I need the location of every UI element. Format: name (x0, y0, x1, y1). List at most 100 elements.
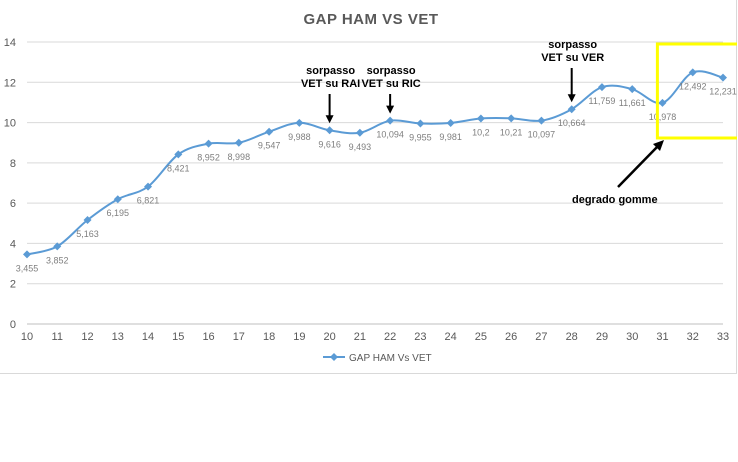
x-tick-label: 33 (717, 331, 729, 343)
annotation-degrado-gomme: degrado gomme (572, 194, 658, 206)
x-tick-label: 14 (142, 331, 154, 343)
data-label: 9,547 (258, 141, 281, 151)
data-label: 10,097 (528, 130, 556, 140)
data-label: 8,952 (197, 153, 220, 163)
legend-marker-swatch (330, 353, 338, 361)
x-tick-label: 31 (656, 331, 668, 343)
x-axis-ticks: 10 11 12 13 14 15 16 17 18 19 20 21 22 23 24 25 26 27 28 29… (21, 331, 729, 343)
data-point-marker (234, 138, 243, 147)
data-label: 10,094 (376, 130, 404, 140)
y-tick-label: 8 (10, 158, 16, 170)
legend: GAP HAM Vs VET (323, 353, 432, 364)
y-axis-ticks: 0 2 4 6 8 10 12 14 (4, 37, 16, 331)
data-point-marker (325, 126, 334, 135)
annotation-arrow-head (386, 105, 395, 114)
data-point-marker (597, 83, 606, 92)
y-tick-label: 2 (10, 279, 16, 291)
x-tick-label: 22 (384, 331, 396, 343)
annotation-label: sorpasso VET su RAI (301, 65, 360, 90)
data-point-marker (174, 150, 183, 159)
x-tick-label: 21 (354, 331, 366, 343)
data-point-marker (446, 118, 455, 127)
x-tick-label: 20 (323, 331, 335, 343)
annotation-line: VET su RIC (361, 78, 420, 90)
data-label: 11,661 (619, 98, 646, 108)
data-labels: 3,455 3,852 5,163 6,195 6,821 8,421 8,952 8,998… (16, 81, 737, 273)
y-tick-label: 12 (4, 77, 16, 89)
data-label: 9,493 (349, 142, 372, 152)
data-point-marker (265, 127, 274, 136)
x-tick-label: 32 (687, 331, 699, 343)
annotation-line: sorpasso (306, 65, 355, 77)
x-tick-label: 29 (596, 331, 608, 343)
data-point-marker (688, 68, 697, 77)
x-tick-label: 28 (566, 331, 578, 343)
data-point-marker (23, 250, 31, 259)
data-point-marker (204, 139, 213, 148)
data-point-marker (113, 195, 122, 204)
annotation-line: sorpasso (367, 65, 416, 77)
x-tick-label: 15 (172, 331, 184, 343)
annotation-line: VET su VER (541, 52, 604, 64)
data-point-marker (355, 128, 364, 137)
data-label: 10,664 (558, 118, 586, 128)
data-label: 3,852 (46, 255, 69, 265)
data-label: 10,21 (500, 127, 523, 137)
data-point-marker (719, 73, 727, 82)
x-tick-label: 16 (202, 331, 214, 343)
x-tick-label: 25 (475, 331, 487, 343)
data-point-marker (658, 98, 667, 107)
data-label: 12,492 (679, 81, 707, 91)
data-label: 10,978 (649, 112, 677, 122)
x-tick-label: 17 (233, 331, 245, 343)
x-tick-label: 18 (263, 331, 275, 343)
data-point-marker (507, 114, 516, 123)
data-point-marker (144, 182, 153, 191)
data-point-marker (53, 242, 62, 251)
data-point-marker (295, 118, 304, 127)
x-tick-label: 27 (535, 331, 547, 343)
y-tick-label: 10 (4, 118, 16, 130)
data-label: 9,616 (318, 139, 341, 149)
data-point-marker (416, 119, 425, 128)
x-tick-label: 23 (414, 331, 426, 343)
data-point-marker (386, 116, 395, 125)
data-label: 9,988 (288, 132, 311, 142)
annotation-line: sorpasso (548, 39, 597, 51)
gridlines (27, 41, 723, 325)
annotation-arrow-head (567, 94, 576, 103)
x-tick-label: 12 (81, 331, 93, 343)
data-label: 9,955 (409, 132, 432, 142)
x-tick-label: 24 (445, 331, 457, 343)
y-tick-label: 0 (10, 319, 16, 331)
chart-title: GAP HAM VS VET (303, 11, 438, 28)
data-label: 11,759 (589, 96, 616, 106)
data-label: 10,2 (472, 128, 490, 138)
x-tick-label: 13 (112, 331, 124, 343)
annotation-label: sorpasso VET su VER (541, 39, 604, 64)
data-label: 8,421 (167, 163, 190, 173)
y-tick-label: 4 (10, 238, 16, 250)
data-label: 12,231 (709, 87, 737, 97)
data-point-marker (476, 114, 485, 123)
data-label: 5,163 (76, 229, 99, 239)
x-tick-label: 10 (21, 331, 33, 343)
annotation-line: VET su RAI (301, 78, 360, 90)
chart-frame: GAP HAM VS VET 0 2 4 6 8 10 12 14 10 11 12 13 14 15 1… (0, 0, 738, 374)
data-label: 8,998 (228, 152, 251, 162)
annotation-arrow-head (653, 140, 664, 151)
annotation-label: sorpasso VET su RIC (361, 65, 420, 90)
data-label: 6,821 (137, 196, 160, 206)
data-label: 3,455 (16, 263, 39, 273)
x-tick-label: 11 (52, 331, 63, 343)
annotation-arrow-head (325, 115, 334, 124)
highlight-box (655, 42, 738, 140)
data-point-marker (628, 85, 637, 94)
x-tick-label: 30 (626, 331, 638, 343)
data-label: 6,195 (107, 208, 130, 218)
annotation-arrow (617, 143, 661, 188)
data-point-marker (537, 116, 546, 125)
data-point-marker (567, 105, 576, 114)
